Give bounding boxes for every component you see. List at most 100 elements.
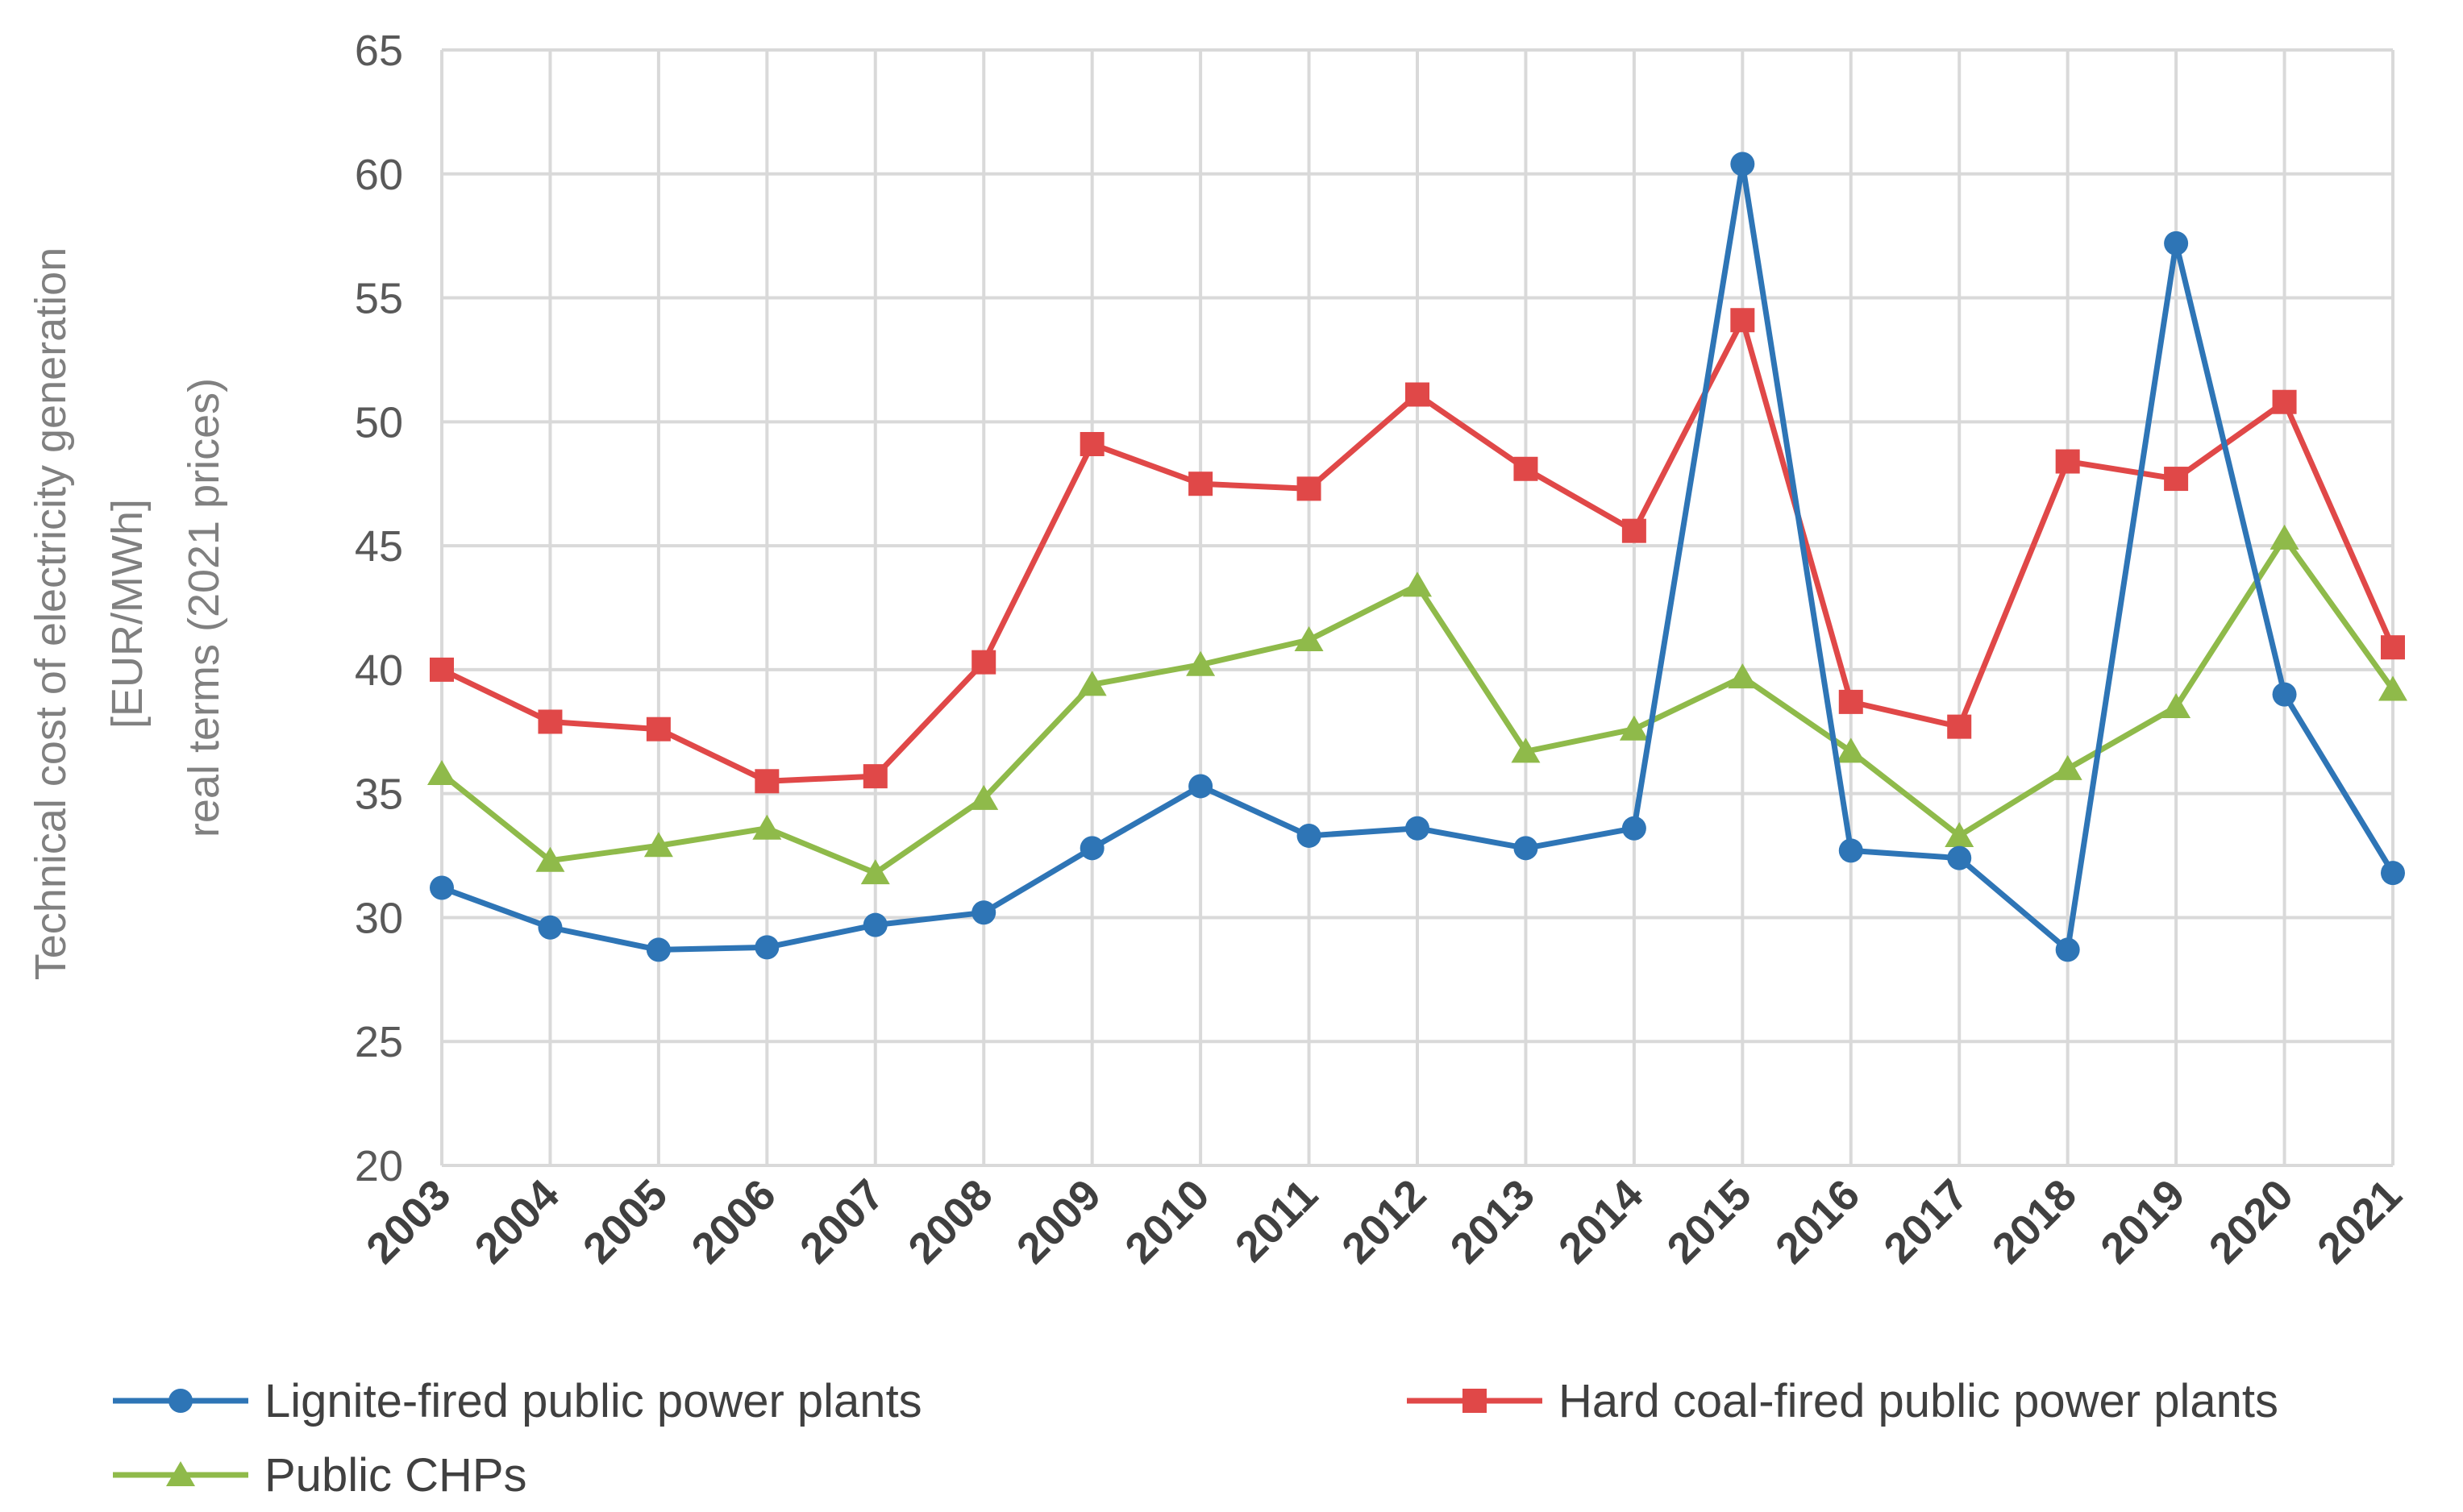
x-tick-label-2004: 2004 [466, 1170, 568, 1273]
data-point-public-chps-2009 [1077, 671, 1107, 696]
y-axis-title-line-3: real terms (2021 prices) [180, 378, 228, 837]
data-point-hard-coal-fired-public-power-plants-2016 [1838, 689, 1863, 714]
grid [440, 48, 2394, 1167]
data-point-hard-coal-fired-public-power-plants-2005 [646, 717, 671, 741]
data-point-hard-coal-fired-public-power-plants-2015 [1730, 308, 1755, 333]
data-point-public-chps-2014 [1619, 715, 1649, 741]
y-tick-label-25: 25 [355, 1018, 403, 1066]
data-point-hard-coal-fired-public-power-plants-2006 [755, 769, 780, 794]
y-axis-title: Technical cost of electricity generation… [27, 235, 228, 980]
data-point-public-chps-2017 [1945, 821, 1974, 847]
data-point-lignite-fired-public-power-plants-2019 [2164, 231, 2189, 255]
y-axis-ticks: 20 25 30 35 40 45 50 55 60 65 [355, 27, 403, 1190]
data-point-public-chps-2018 [2053, 754, 2082, 780]
data-point-public-chps-2016 [1836, 737, 1866, 763]
data-point-hard-coal-fired-public-power-plants-2020 [2272, 389, 2297, 414]
data-point-lignite-fired-public-power-plants-2016 [1838, 838, 1863, 863]
y-tick-label-45: 45 [355, 522, 403, 571]
data-point-hard-coal-fired-public-power-plants-2011 [1296, 476, 1321, 501]
data-point-lignite-fired-public-power-plants-2018 [2055, 937, 2080, 962]
data-point-public-chps-2005 [643, 832, 673, 858]
data-point-lignite-fired-public-power-plants-2020 [2272, 682, 2297, 707]
data-point-hard-coal-fired-public-power-plants-2008 [971, 650, 996, 675]
data-point-hard-coal-fired-public-power-plants-2021 [2381, 635, 2405, 660]
x-tick-label-2015: 2015 [1658, 1170, 1760, 1273]
data-point-lignite-fired-public-power-plants-2010 [1188, 774, 1213, 799]
x-tick-label-2018: 2018 [1983, 1170, 2086, 1273]
legend-item-hard-coal-fired-public-power-plants: Hard coal-fired public power plants [1407, 1375, 2278, 1427]
data-point-lignite-fired-public-power-plants-2008 [971, 900, 996, 925]
data-point-public-chps-2006 [752, 814, 782, 840]
y-tick-label-20: 20 [355, 1142, 403, 1190]
series-group [427, 152, 2407, 962]
data-point-lignite-fired-public-power-plants-2004 [538, 915, 563, 940]
legend-label: Hard coal-fired public power plants [1558, 1375, 2278, 1427]
data-point-public-chps-2007 [860, 859, 890, 885]
y-axis-title-line-2: [EUR/MWh] [103, 499, 152, 729]
y-tick-label-55: 55 [355, 275, 403, 323]
data-point-lignite-fired-public-power-plants-2007 [863, 912, 888, 937]
y-tick-label-35: 35 [355, 771, 403, 819]
x-tick-label-2005: 2005 [574, 1170, 676, 1273]
data-point-lignite-fired-public-power-plants-2021 [2381, 861, 2405, 886]
x-tick-label-2020: 2020 [2200, 1170, 2303, 1273]
x-tick-label-2012: 2012 [1333, 1170, 1435, 1273]
y-tick-label-40: 40 [355, 646, 403, 695]
data-point-hard-coal-fired-public-power-plants-2007 [863, 764, 888, 789]
data-point-public-chps-2010 [1186, 650, 1216, 676]
data-point-public-chps-2019 [2161, 693, 2191, 719]
x-tick-label-2009: 2009 [1008, 1170, 1110, 1273]
data-point-hard-coal-fired-public-power-plants-2010 [1188, 471, 1213, 496]
x-tick-label-2017: 2017 [1874, 1170, 1977, 1273]
data-point-hard-coal-fired-public-power-plants-2019 [2164, 467, 2189, 492]
data-point-hard-coal-fired-public-power-plants-2003 [430, 657, 454, 682]
data-point-public-chps-2008 [969, 784, 999, 810]
legend-item-lignite-fired-public-power-plants: Lignite-fired public power plants [113, 1375, 922, 1427]
legend-swatch-marker [166, 1461, 195, 1486]
data-point-hard-coal-fired-public-power-plants-2014 [1621, 518, 1646, 543]
data-point-public-chps-2020 [2270, 524, 2299, 550]
data-point-hard-coal-fired-public-power-plants-2004 [538, 709, 563, 734]
data-point-public-chps-2013 [1511, 737, 1541, 763]
data-point-public-chps-2021 [2378, 675, 2407, 701]
y-tick-label-60: 60 [355, 151, 403, 199]
legend-label: Public CHPs [264, 1449, 527, 1502]
data-point-hard-coal-fired-public-power-plants-2013 [1513, 456, 1538, 481]
x-axis-ticks: 2003 2004 2005 2006 2007 2008 2009 2010 2011 2012… [357, 1170, 2411, 1273]
y-axis-title-line-1: Technical cost of electricity generation [27, 247, 75, 980]
data-point-public-chps-2015 [1728, 663, 1758, 689]
legend: Lignite-fired public power plants Hard co… [113, 1375, 2278, 1502]
data-point-lignite-fired-public-power-plants-2011 [1296, 823, 1321, 848]
data-point-hard-coal-fired-public-power-plants-2017 [1947, 714, 1972, 739]
x-tick-label-2006: 2006 [682, 1170, 784, 1273]
y-tick-label-30: 30 [355, 894, 403, 942]
x-tick-label-2011: 2011 [1226, 1170, 1327, 1271]
x-tick-label-2016: 2016 [1766, 1170, 1869, 1273]
data-point-lignite-fired-public-power-plants-2003 [430, 875, 454, 900]
data-point-public-chps-2003 [427, 760, 456, 786]
data-point-lignite-fired-public-power-plants-2015 [1730, 152, 1755, 177]
data-point-hard-coal-fired-public-power-plants-2012 [1405, 382, 1429, 407]
data-point-lignite-fired-public-power-plants-2006 [755, 935, 780, 960]
series-public-chps [427, 524, 2407, 885]
x-tick-label-2019: 2019 [2091, 1170, 2194, 1273]
data-point-lignite-fired-public-power-plants-2012 [1405, 816, 1429, 841]
x-tick-label-2008: 2008 [899, 1170, 1001, 1273]
data-point-lignite-fired-public-power-plants-2017 [1947, 845, 1972, 870]
data-point-lignite-fired-public-power-plants-2005 [646, 937, 671, 962]
legend-item-public-chps: Public CHPs [113, 1449, 527, 1502]
series-lignite-fired-public-power-plants [430, 152, 2405, 962]
data-point-hard-coal-fired-public-power-plants-2018 [2055, 449, 2080, 474]
data-point-public-chps-2004 [535, 846, 565, 872]
data-point-public-chps-2011 [1294, 625, 1324, 651]
x-tick-label-2021: 2021 [2308, 1170, 2411, 1273]
data-point-lignite-fired-public-power-plants-2009 [1080, 836, 1105, 861]
data-point-lignite-fired-public-power-plants-2014 [1621, 816, 1646, 841]
x-tick-label-2010: 2010 [1116, 1170, 1218, 1273]
legend-swatch-marker [1462, 1389, 1487, 1413]
legend-swatch-marker [168, 1389, 193, 1413]
legend-label: Lignite-fired public power plants [264, 1375, 922, 1427]
data-point-hard-coal-fired-public-power-plants-2009 [1080, 432, 1105, 457]
x-tick-label-2014: 2014 [1550, 1170, 1652, 1273]
